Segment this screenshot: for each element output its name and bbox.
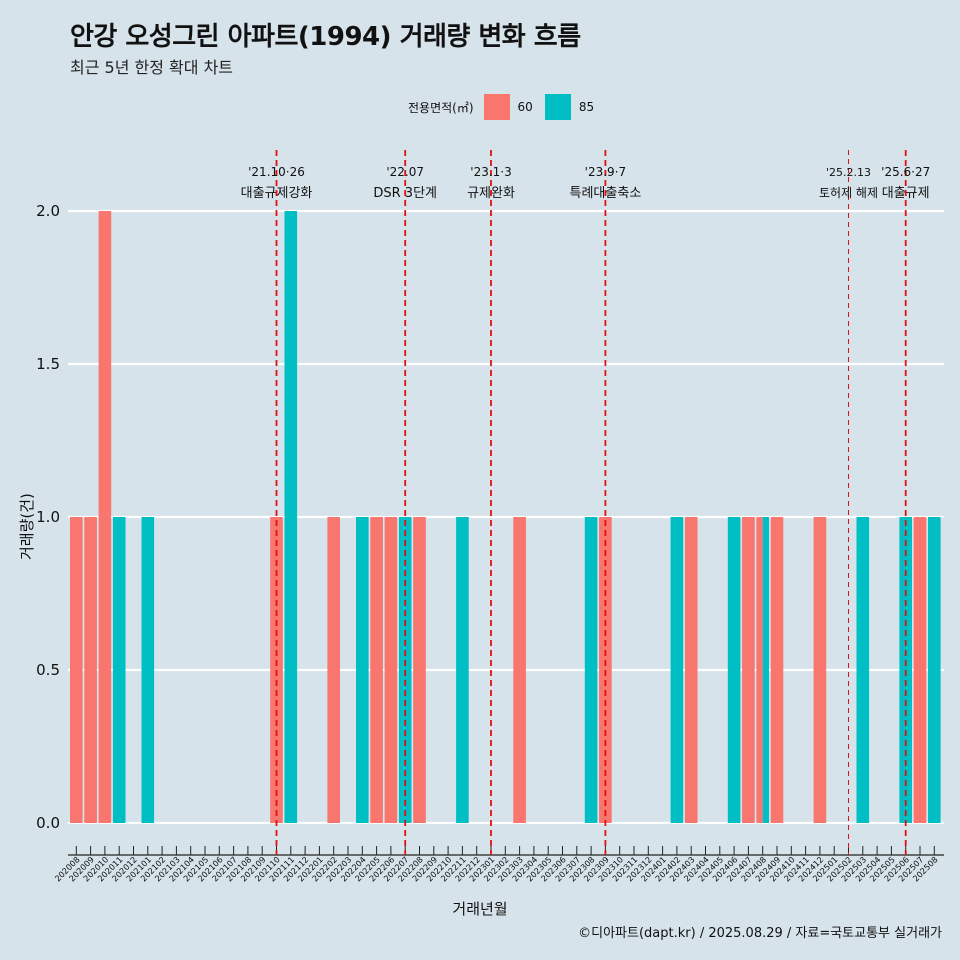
bar-85	[112, 517, 126, 823]
bar-60	[756, 517, 763, 823]
bar-60	[70, 517, 83, 823]
bar-60	[327, 517, 340, 823]
y-tick-label: 1.0	[36, 508, 60, 526]
legend-key-85	[544, 94, 571, 120]
bar-85	[856, 517, 870, 823]
y-tick-label: 0.0	[36, 814, 60, 832]
legend-label-60: 60	[517, 100, 533, 114]
bar-85	[284, 211, 298, 823]
event-date-label: '23.9·7	[585, 165, 626, 179]
bar-85	[141, 517, 155, 823]
bar-60	[913, 517, 927, 823]
bar-60	[413, 517, 426, 823]
event-date-label: '23.1·3	[470, 165, 511, 179]
event-name-label: 특례대출축소	[570, 186, 642, 201]
y-tick-label: 1.5	[36, 355, 60, 373]
legend-title: 전용면적(㎡)	[408, 100, 474, 115]
bar-85	[670, 517, 684, 823]
bar-85	[356, 517, 369, 823]
event-name-label: DSR 3단계	[373, 186, 437, 201]
legend-key-60	[483, 94, 510, 120]
chart-title: 안강 오성그린 아파트(1994) 거래량 변화 흐름	[70, 22, 581, 52]
bar-85	[727, 517, 741, 823]
legend-label-85: 85	[578, 100, 595, 114]
event-date-label: '22.07	[386, 165, 424, 179]
chart-subtitle: 최근 5년 한정 확대 차트	[70, 58, 234, 77]
bar-60	[742, 517, 755, 823]
event-name-label: 규제완화	[467, 186, 515, 201]
bar-85	[456, 517, 469, 823]
event-name-label: 대출규제	[882, 186, 930, 201]
bar-60	[370, 517, 383, 823]
bar-60	[84, 517, 97, 823]
bar-85	[928, 517, 941, 823]
source-caption: ©디아파트(dapt.kr) / 2025.08.29 / 자료=국토교통부 실…	[578, 926, 942, 941]
bar-60	[770, 517, 784, 823]
bar-85	[584, 517, 598, 823]
bar-60	[98, 211, 112, 823]
event-date-label: '25.2.13	[826, 166, 871, 179]
x-axis-label: 거래년월	[452, 900, 508, 918]
bar-60	[384, 517, 398, 823]
y-tick-label: 2.0	[36, 202, 60, 220]
bar-60	[684, 517, 698, 823]
bar-60	[513, 517, 526, 823]
event-name-label: 토허제 해제	[819, 186, 878, 200]
y-tick-label: 0.5	[36, 661, 60, 679]
event-name-label: 대출규제강화	[241, 186, 313, 201]
bar-85	[762, 517, 769, 823]
bar-60	[813, 517, 827, 823]
legend: 전용면적(㎡) 60 85	[408, 92, 606, 122]
event-date-label: '21.10·26	[248, 165, 305, 179]
event-date-label: '25.6·27	[881, 165, 930, 179]
y-axis-label: 거래량(건)	[18, 493, 36, 560]
